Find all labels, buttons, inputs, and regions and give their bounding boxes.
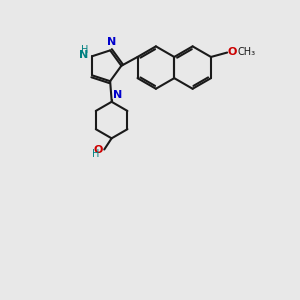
- Text: N: N: [113, 90, 123, 100]
- Text: CH₃: CH₃: [238, 47, 256, 57]
- Text: O: O: [93, 145, 103, 155]
- Text: O: O: [228, 47, 237, 57]
- Text: N: N: [107, 37, 116, 47]
- Text: H: H: [81, 45, 88, 55]
- Text: N: N: [79, 50, 88, 60]
- Text: H: H: [92, 149, 100, 159]
